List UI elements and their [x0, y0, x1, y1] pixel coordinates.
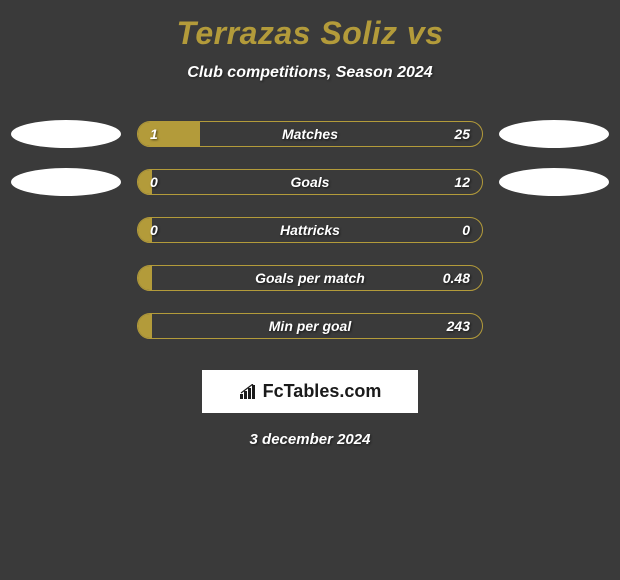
- stats-rows: 1 Matches 25 0 Goals 12 0 Hattricks 0 Goals per m…: [10, 120, 610, 340]
- stat-value-left: 0: [150, 174, 178, 190]
- bar-content: 1 Matches 25: [138, 122, 482, 146]
- stat-bar: 0 Hattricks 0: [137, 217, 483, 243]
- stat-label: Goals per match: [255, 270, 365, 286]
- logo-box[interactable]: FcTables.com: [202, 370, 418, 413]
- stat-label: Hattricks: [280, 222, 340, 238]
- bar-content: 0 Hattricks 0: [138, 218, 482, 242]
- player-ellipse-right: [499, 120, 609, 148]
- bar-content: Min per goal 243: [138, 314, 482, 338]
- stat-bar: Goals per match 0.48: [137, 265, 483, 291]
- player-ellipse-right: [499, 168, 609, 196]
- player-ellipse-left: [11, 120, 121, 148]
- stat-row: Min per goal 243: [10, 312, 610, 340]
- bar-content: 0 Goals 12: [138, 170, 482, 194]
- page-title: Terrazas Soliz vs: [10, 15, 610, 52]
- stat-value-right: 0: [442, 222, 470, 238]
- subtitle: Club competitions, Season 2024: [10, 64, 610, 82]
- chart-icon: [239, 384, 259, 400]
- stat-value-right: 243: [442, 318, 470, 334]
- stat-value-right: 12: [442, 174, 470, 190]
- logo-text: FcTables.com: [263, 381, 382, 402]
- stat-bar: 1 Matches 25: [137, 121, 483, 147]
- stat-row: 1 Matches 25: [10, 120, 610, 148]
- stat-bar: Min per goal 243: [137, 313, 483, 339]
- stat-value-right: 25: [442, 126, 470, 142]
- stat-label: Matches: [282, 126, 338, 142]
- stat-row: 0 Goals 12: [10, 168, 610, 196]
- stat-row: 0 Hattricks 0: [10, 216, 610, 244]
- stat-value-left: 0: [150, 222, 178, 238]
- date-label: 3 december 2024: [10, 431, 610, 448]
- stat-value-left: 1: [150, 126, 178, 142]
- player-ellipse-left: [11, 168, 121, 196]
- stat-value-right: 0.48: [442, 270, 470, 286]
- stat-label: Min per goal: [269, 318, 351, 334]
- stat-label: Goals: [291, 174, 330, 190]
- bar-content: Goals per match 0.48: [138, 266, 482, 290]
- stat-row: Goals per match 0.48: [10, 264, 610, 292]
- stat-bar: 0 Goals 12: [137, 169, 483, 195]
